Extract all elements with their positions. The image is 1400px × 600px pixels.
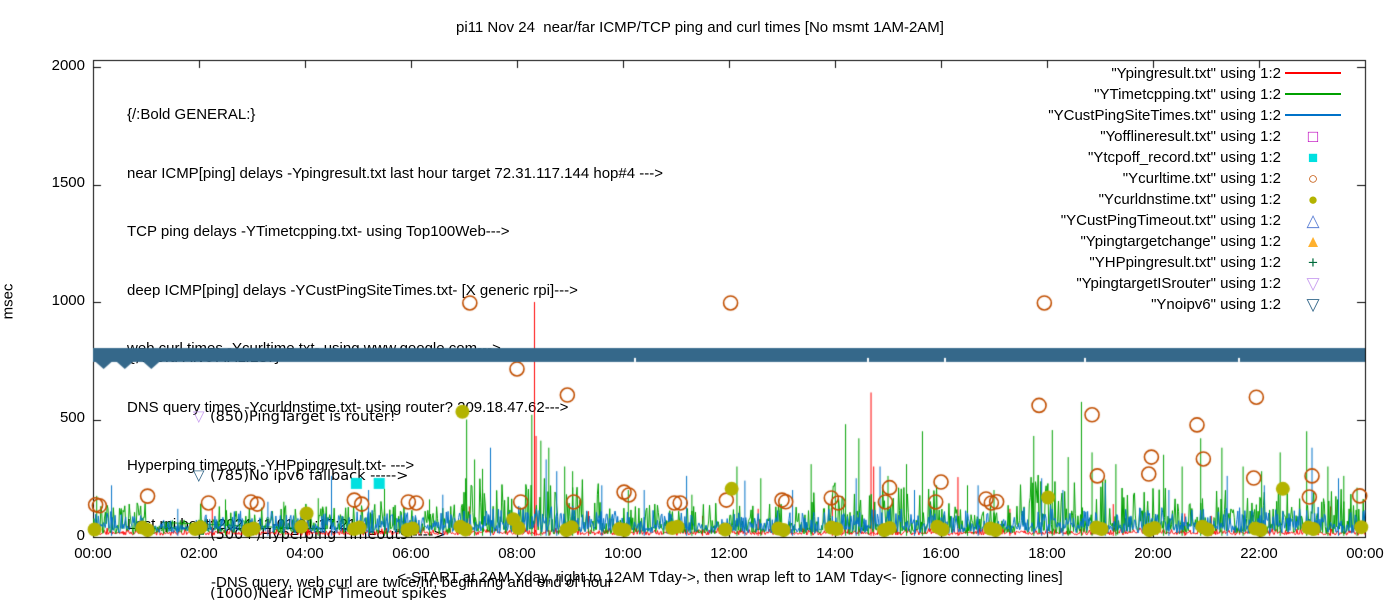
circle-open-icon: ○ [1307,168,1319,188]
x-tick-label: 14:00 [816,545,854,562]
up-triangle-open-icon: △ [1306,210,1320,230]
square-filled-icon: ■ [1307,147,1319,167]
legend-row: "Ytcpoff_record.txt" using 1:2 ■ [900,146,1345,167]
x-tick-label: 16:00 [922,545,960,562]
anomaly-text: (850)PingTarget is router! [210,409,396,426]
legend-row: "YHPpingresult.txt" using 1:2 + [900,251,1345,272]
plus-icon: + [1308,252,1318,272]
x-tick-label: 12:00 [710,545,748,562]
square-open-icon: □ [1307,126,1319,146]
legend-label: "YTimetcpping.txt" using 1:2 [1094,85,1281,103]
legend-row: "YCustPingTimeout.txt" using 1:2 △ [900,209,1345,230]
legend-label: "Ypingtargetchange" using 1:2 [1080,232,1281,250]
legend-label: "YHPpingresult.txt" using 1:2 [1089,253,1281,271]
legend-label: "Ycurldnstime.txt" using 1:2 [1098,190,1281,208]
x-tick-label: 18:00 [1028,545,1066,562]
anomalies-annotation-block: {/:Bold ANOMALIES:} ▽ (850)PingTarget is … [127,310,447,600]
up-triangle-filled-icon: ▲ [1304,231,1322,251]
x-tick-label: 00:00 [1346,545,1384,562]
down-triangle-open-icon: ▽ [1306,273,1320,293]
legend-label: "YpingtargetISrouter" using 1:2 [1076,274,1281,292]
legend-label: "Ynoipv6" using 1:2 [1151,295,1281,313]
green-line-swatch [1281,84,1345,105]
legend-label: "YCustPingSiteTimes.txt" using 1:2 [1048,106,1281,124]
blue-line-swatch [1281,105,1345,126]
y-tick-label: 500 [59,409,85,426]
legend-label: "Ytcpoff_record.txt" using 1:2 [1088,148,1281,166]
anomaly-item: + (500+)Hyperping Timeouts ----> [127,525,447,545]
x-tick-label: 20:00 [1134,545,1172,562]
x-tick-label: 22:00 [1240,545,1278,562]
down-triangle-open-icon: ▽ [1306,294,1320,314]
legend-row: "Ycurltime.txt" using 1:2 ○ [900,167,1345,188]
anomalies-heading: {/:Bold ANOMALIES:} [127,349,283,366]
down-triangle-open-icon: ▽ [193,466,205,485]
legend-label: "Ypingresult.txt" using 1:2 [1111,64,1281,82]
legend-row: "Yofflineresult.txt" using 1:2 □ [900,125,1345,146]
legend-row: "YTimetcpping.txt" using 1:2 [900,83,1345,104]
down-triangle-open-icon: ▽ [193,407,205,426]
legend-row: "Ypingtargetchange" using 1:2 ▲ [900,230,1345,251]
circle-filled-icon: ● [1307,189,1319,209]
anomaly-text: (785)No ipv6 fallback -----> [210,468,409,485]
red-line-swatch [1281,63,1345,84]
legend: "Ypingresult.txt" using 1:2 "YTimetcppin… [900,62,1345,314]
legend-row: "Ypingresult.txt" using 1:2 [900,62,1345,83]
legend-label: "YCustPingTimeout.txt" using 1:2 [1060,211,1281,229]
plus-icon: + [193,525,206,544]
anomaly-item: (1000)Near ICMP Timeout spikes [127,585,447,600]
x-tick-label: 00:00 [74,545,112,562]
legend-row: "YpingtargetISrouter" using 1:2 ▽ [900,272,1345,293]
anomaly-item: ▽ (785)No ipv6 fallback -----> [127,466,447,486]
legend-row: "YCustPingSiteTimes.txt" using 1:2 [900,104,1345,125]
anomaly-text: (1000)Near ICMP Timeout spikes [210,585,447,600]
y-tick-label: 0 [76,527,85,544]
legend-row: "Ycurldnstime.txt" using 1:2 ● [900,188,1345,209]
legend-label: "Ycurltime.txt" using 1:2 [1122,169,1281,187]
legend-label: "Yofflineresult.txt" using 1:2 [1100,127,1281,145]
anomaly-text: (500+)Hyperping Timeouts ----> [210,527,446,544]
anomaly-item: ▽ (850)PingTarget is router! [127,407,447,427]
legend-row: "Ynoipv6" using 1:2 ▽ [900,293,1345,314]
